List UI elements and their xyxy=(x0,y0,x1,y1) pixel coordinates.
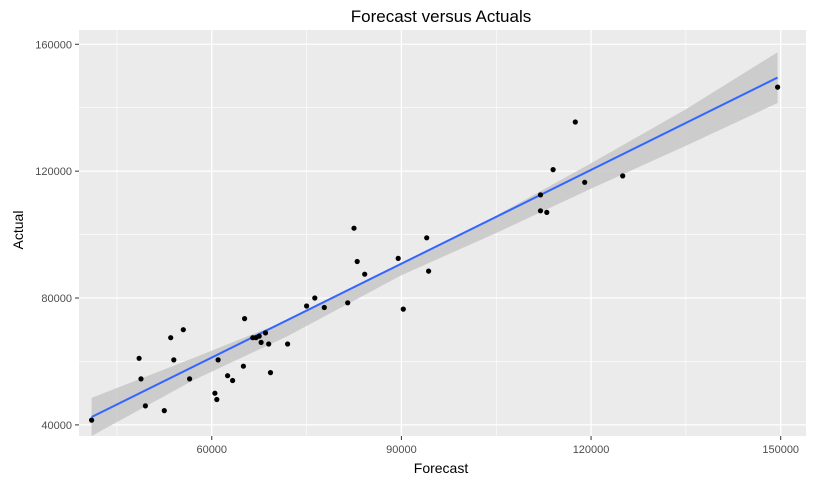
data-points xyxy=(89,84,781,423)
data-point xyxy=(544,209,550,215)
data-point xyxy=(187,376,193,382)
confidence-band-group xyxy=(91,52,778,436)
data-point xyxy=(321,304,327,311)
data-point xyxy=(242,316,248,322)
data-point xyxy=(161,408,167,414)
x-tick-label: 150000 xyxy=(762,444,799,456)
data-point xyxy=(550,167,556,173)
x-axis-title: Forecast xyxy=(414,460,469,476)
data-point xyxy=(142,403,148,409)
data-point xyxy=(258,339,264,345)
data-point xyxy=(395,255,401,261)
data-point xyxy=(537,208,544,214)
data-point xyxy=(345,300,351,306)
data-point xyxy=(285,341,291,347)
data-point xyxy=(180,327,186,333)
data-point xyxy=(214,396,220,403)
data-point xyxy=(582,179,588,185)
data-point xyxy=(225,373,231,379)
data-point xyxy=(312,295,318,301)
x-tick-label: 90000 xyxy=(386,444,417,456)
data-point xyxy=(168,335,174,341)
data-point xyxy=(215,357,221,363)
data-point xyxy=(230,377,236,384)
data-point xyxy=(267,370,274,376)
data-point xyxy=(362,271,368,277)
x-tick-label: 60000 xyxy=(196,444,227,456)
x-tick-label: 120000 xyxy=(573,444,610,456)
trend-line xyxy=(91,76,778,418)
chart-title: Forecast versus Actuals xyxy=(351,7,531,26)
y-axis-ticks: 40000 80000 120000 160000 xyxy=(35,39,79,432)
data-point xyxy=(304,303,310,309)
data-point xyxy=(620,173,626,179)
y-tick-label: 40000 xyxy=(41,420,72,432)
data-point xyxy=(400,306,406,312)
data-point xyxy=(256,333,262,339)
confidence-band xyxy=(91,52,778,436)
data-point xyxy=(537,192,544,198)
y-tick-label: 80000 xyxy=(41,293,72,305)
x-axis-ticks: 60000 90000 120000 150000 xyxy=(196,436,799,456)
data-point xyxy=(775,84,781,90)
data-point xyxy=(89,417,95,423)
data-point xyxy=(136,355,142,361)
data-point xyxy=(240,363,246,369)
data-point xyxy=(266,341,272,347)
data-point xyxy=(572,119,578,125)
data-point xyxy=(424,235,430,241)
data-point xyxy=(354,258,360,265)
data-point xyxy=(426,268,432,274)
data-point xyxy=(138,376,144,382)
y-tick-label: 160000 xyxy=(35,39,72,51)
trend-line-group xyxy=(91,76,778,418)
data-point xyxy=(212,390,218,396)
data-point xyxy=(351,225,357,231)
data-point xyxy=(262,330,269,336)
y-axis-title: Actual xyxy=(10,211,26,250)
data-point xyxy=(171,357,177,363)
y-tick-label: 120000 xyxy=(35,166,72,178)
